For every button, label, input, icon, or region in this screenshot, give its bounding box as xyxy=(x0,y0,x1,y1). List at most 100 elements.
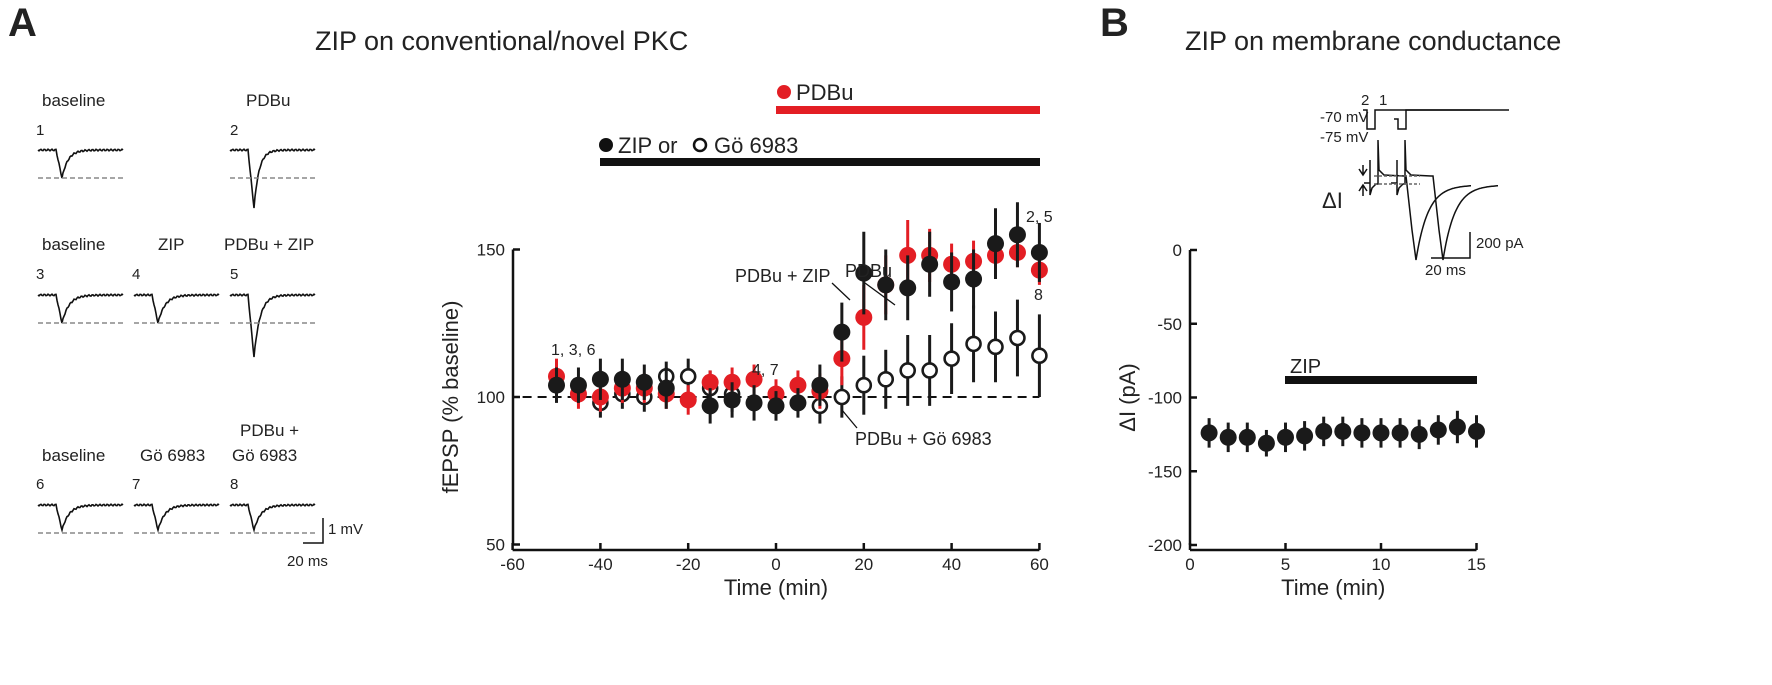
chart-b-x-tick-label: 0 xyxy=(1185,555,1194,574)
chart-a-x-tick-label: -60 xyxy=(500,555,525,574)
chart-a-x-tick-label: 20 xyxy=(854,555,873,574)
current-trace-2 xyxy=(1364,139,1471,261)
chart-a-point xyxy=(569,376,587,394)
chart-a-point-open xyxy=(987,338,1004,356)
epsp-traces xyxy=(37,148,318,534)
chart-a-y-tick-label: 150 xyxy=(477,241,505,260)
chart-a-point xyxy=(701,397,719,415)
label-baseline-3: baseline xyxy=(42,446,105,465)
scale-mv: 1 mV xyxy=(328,521,363,538)
num-6: 6 xyxy=(36,476,44,493)
chart-a-point xyxy=(613,370,631,388)
num-1: 1 xyxy=(36,122,44,139)
chart-a-point xyxy=(745,394,763,412)
annot-pdbu: PDBu xyxy=(845,261,892,281)
chart-a-point xyxy=(899,279,917,297)
conductance-trace-labels: 1 2 -70 mV -75 mV ΔI 200 pA 20 ms xyxy=(1320,92,1524,279)
label-baseline-2: baseline xyxy=(42,235,105,254)
chart-a-point xyxy=(657,379,675,397)
chart-a-point-open xyxy=(877,370,895,388)
chart-b-point xyxy=(1410,425,1428,443)
epsp-trace xyxy=(133,503,220,534)
epsp-trace xyxy=(229,293,316,358)
chart-a-point xyxy=(591,370,609,388)
zip-bar-label: ZIP or xyxy=(618,133,678,158)
b-num-2: 2 xyxy=(1361,92,1369,109)
chart-b-point xyxy=(1429,421,1447,439)
chart-b-x-tick-label: 5 xyxy=(1281,555,1290,574)
label-zip: ZIP xyxy=(158,235,184,254)
label-go: Gö 6983 xyxy=(140,446,205,465)
chart-a-point xyxy=(833,323,851,341)
chart-a-point xyxy=(855,308,873,326)
chart-a-x-tick-label: -40 xyxy=(588,555,613,574)
chart-a-x-tick-label: -20 xyxy=(676,555,701,574)
panel-b-title: ZIP on membrane conductance xyxy=(1185,26,1561,56)
chart-a-point xyxy=(789,376,807,394)
chart-a-y-tick-label: 50 xyxy=(486,536,505,555)
label-70mv: -70 mV xyxy=(1320,109,1368,126)
chart-b-point xyxy=(1296,427,1314,445)
num-5: 5 xyxy=(230,266,238,283)
chart-a-point xyxy=(1030,243,1048,261)
chart-a: 50 100 150 -60 -40 -20 0 20 40 60 Time (min) fEPSP … xyxy=(438,202,1049,600)
chart-b-point xyxy=(1315,422,1333,440)
chart-b-point xyxy=(1353,424,1371,442)
label-pdbu-plus: PDBu + xyxy=(240,421,299,440)
chart-a-point-open xyxy=(899,362,917,379)
label-pdbu-zip: PDBu + ZIP xyxy=(224,235,314,254)
chart-b-y-tick-label: -150 xyxy=(1148,462,1182,481)
epsp-trace xyxy=(229,503,316,534)
chart-a-y-label: fEPSP (% baseline) xyxy=(438,301,463,494)
scale-ms-b: 20 ms xyxy=(1425,262,1466,279)
chart-a-point xyxy=(987,235,1004,253)
chart-a-point xyxy=(679,391,697,409)
chart-b-point xyxy=(1334,422,1352,440)
num-4: 4 xyxy=(132,266,140,283)
chart-b-point xyxy=(1238,428,1256,446)
chart-a-point-open xyxy=(921,362,938,379)
annot-8: 8 xyxy=(1034,287,1043,304)
chart-b-point xyxy=(1257,434,1275,452)
zip-bar-b-label: ZIP xyxy=(1290,356,1321,378)
annot-pdbu-zip: PDBu + ZIP xyxy=(735,266,831,286)
chart-a-point-open xyxy=(855,376,873,394)
chart-b-point xyxy=(1200,424,1218,442)
chart-b-x-tick-label: 15 xyxy=(1467,555,1486,574)
annotation-leaders xyxy=(831,282,896,429)
zip-legend-marker xyxy=(599,138,613,152)
chart-a-point-open xyxy=(833,388,851,406)
go-bar-label: Gö 6983 xyxy=(714,133,798,158)
label-75mv: -75 mV xyxy=(1320,129,1368,146)
chart-a-point xyxy=(855,264,873,282)
chart-b-point xyxy=(1372,424,1390,442)
annot-136: 1, 3, 6 xyxy=(551,342,596,359)
chart-a-point-open xyxy=(1031,347,1048,365)
chart-a-point xyxy=(723,391,741,409)
chart-a-point-open xyxy=(679,368,697,385)
chart-a-point xyxy=(965,270,983,288)
epsp-trace xyxy=(229,148,316,209)
delta-i-arrows xyxy=(1358,165,1368,196)
epsp-trace xyxy=(37,293,124,324)
chart-a-point xyxy=(811,376,829,394)
pdbu-bar-label: PDBu xyxy=(796,80,853,105)
chart-a-point xyxy=(635,373,653,391)
chart-b-y-tick-label: -200 xyxy=(1148,536,1182,555)
chart-b-point xyxy=(1391,424,1409,442)
chart-a-point xyxy=(548,376,565,394)
chart-a-point xyxy=(1008,226,1026,244)
chart-a-point-open xyxy=(1009,329,1026,347)
b-num-1: 1 xyxy=(1379,92,1387,109)
chart-b-point xyxy=(1448,418,1466,436)
chart-a-x-tick-label: 0 xyxy=(771,555,780,574)
conductance-traces xyxy=(1358,109,1509,261)
voltage-step-2 xyxy=(1363,109,1480,130)
scale-pa: 200 pA xyxy=(1476,235,1524,252)
annot-pdbu-go: PDBu + Gö 6983 xyxy=(855,429,992,449)
num-7: 7 xyxy=(132,476,140,493)
epsp-trace xyxy=(37,148,124,179)
label-pdbu: PDBu xyxy=(246,91,290,110)
